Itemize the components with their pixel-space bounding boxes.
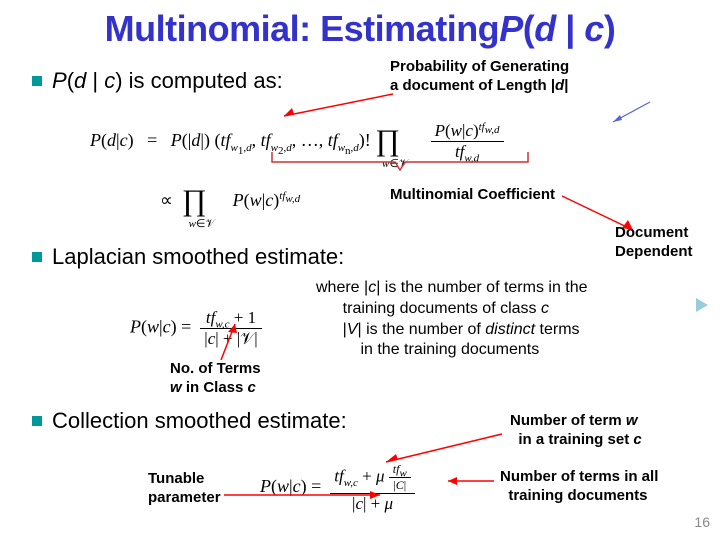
annot-no-terms: No. of Terms w in Class c xyxy=(170,360,261,398)
noterms-l1: No. of Terms xyxy=(170,360,261,377)
bullet-square-icon xyxy=(32,252,42,262)
annot-multcoef-text: Multinomial Coefficient xyxy=(390,186,555,203)
b1-open: ( xyxy=(67,68,74,93)
bullet-square-icon xyxy=(32,76,42,86)
formula-2: P(w|c) = tfw,c + 1 |c| + |𝒱| xyxy=(130,308,262,349)
arrow-tfwd-blue xyxy=(605,100,655,130)
title-P: P xyxy=(499,8,523,49)
play-next-icon[interactable] xyxy=(696,298,708,312)
b1-d: d xyxy=(74,68,86,93)
bullet-3-text: Collection smoothed estimate: xyxy=(52,408,347,434)
numtermw-l2: in a training set xyxy=(514,431,633,448)
annot-probgen-l2b: | xyxy=(564,77,568,94)
b1-bar: | xyxy=(86,68,104,93)
where-l3-post: terms xyxy=(535,321,579,338)
annot-docdep-l1: Document xyxy=(615,224,688,241)
bullet-2-text: Laplacian smoothed estimate: xyxy=(52,244,344,270)
page-number: 16 xyxy=(694,514,710,530)
where-l1-mid: | is the number of terms in the xyxy=(376,279,587,296)
desc-where: where |c| is the number of terms in the … xyxy=(316,278,696,361)
arrow-numterms-all xyxy=(442,472,502,490)
where-l3-mid: | is the number of xyxy=(358,321,486,338)
formula-1-line2: ∝ ∏w∈𝒱P(w|c)tfw,d xyxy=(160,180,300,214)
formula-3: P(w|c) = tfw,c + μ tfw|C| |c| + μ xyxy=(260,462,415,514)
annot-docdep-l2: Dependent xyxy=(615,243,693,260)
annot-doc-dep: Document Dependent xyxy=(615,224,693,262)
arrow-probgen xyxy=(278,92,408,122)
title-paren-close: ) xyxy=(604,8,616,49)
annot-tunable: Tunable parameter xyxy=(148,470,221,508)
noterms-post: in Class xyxy=(182,379,248,396)
bullet-2: Laplacian smoothed estimate: xyxy=(32,244,344,270)
title-paren-open: ( xyxy=(523,8,535,49)
noterms-c: c xyxy=(248,379,256,396)
b1-c: c xyxy=(104,68,115,93)
annot-numtermw: Number of term w in a training set c xyxy=(510,412,642,450)
noterms-w: w xyxy=(170,379,182,396)
title-text-1: Multinomial: Estimating xyxy=(105,8,500,49)
where-l1-pre: where | xyxy=(316,279,368,296)
b1-post: is computed as: xyxy=(123,68,283,93)
bullet-3: Collection smoothed estimate: xyxy=(32,408,347,434)
formula-1-line1: P(d|c) = P(|d|) (tfw1,d, tfw2,d, …, tfwn… xyxy=(90,120,504,162)
tunable-l1: Tunable xyxy=(148,470,204,487)
f1-prop: ∝ xyxy=(160,190,173,210)
numtermw-w: w xyxy=(626,412,638,429)
where-V: V xyxy=(347,321,358,338)
where-distinct: distinct xyxy=(485,321,535,338)
where-l2-c: c xyxy=(541,300,549,317)
numtermw-l1: Number of term xyxy=(510,412,626,429)
numterms-l1: Number of terms in all xyxy=(500,468,658,485)
b1-P: P xyxy=(52,68,67,93)
bullet-1: P(d | c) is computed as: xyxy=(32,68,283,94)
annot-probgen-l2: a document of Length | xyxy=(390,77,555,94)
bullet-1-text: P(d | c) is computed as: xyxy=(52,68,283,94)
where-l2: training documents of class xyxy=(343,300,541,317)
title-d: d xyxy=(534,8,556,49)
b1-close: ) xyxy=(115,68,122,93)
annot-mult-coef: Multinomial Coefficient xyxy=(390,186,555,205)
where-c: c xyxy=(368,279,376,296)
numtermw-c: c xyxy=(633,431,641,448)
bullet-square-icon xyxy=(32,416,42,426)
where-l4: in the training documents xyxy=(360,341,539,358)
title-bar: | xyxy=(556,8,585,49)
numterms-l2: training documents xyxy=(508,487,647,504)
annot-prob-gen: Probability of Generating a document of … xyxy=(390,58,569,96)
annot-numterms-all: Number of terms in all training document… xyxy=(500,468,658,506)
annot-probgen-d: d xyxy=(555,77,564,94)
slide-title: Multinomial: EstimatingP(d | c) xyxy=(0,8,720,50)
annot-probgen-l1: Probability of Generating xyxy=(390,58,569,75)
title-c: c xyxy=(584,8,604,49)
tunable-l2: parameter xyxy=(148,489,221,506)
